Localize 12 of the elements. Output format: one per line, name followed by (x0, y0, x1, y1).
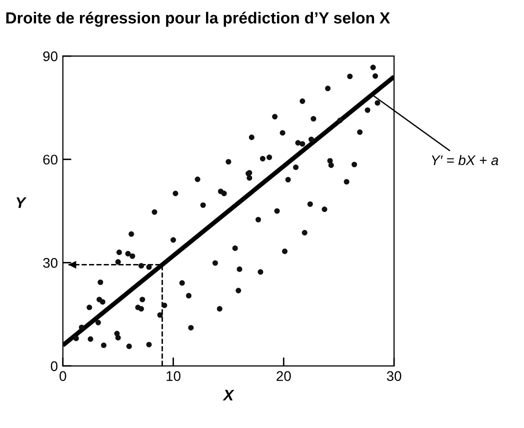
x-tick-label: 0 (60, 371, 66, 382)
x-tick-label: 30 (386, 371, 402, 382)
x-tick-label: 20 (276, 371, 291, 382)
annotation: Y′ = bX + a (432, 154, 498, 166)
y-tick-label: 30 (43, 258, 58, 268)
x-axis-title: X (222, 390, 234, 400)
x-tick-label: 10 (166, 371, 180, 382)
chart-title: Droite de régression pour la prédiction d’Y selon X (6, 12, 390, 27)
y-axis-title: Y (16, 197, 27, 208)
y-tick-label: 90 (43, 51, 58, 62)
y-tick-label: 60 (43, 154, 58, 165)
y-tick-label: 0 (50, 361, 58, 372)
